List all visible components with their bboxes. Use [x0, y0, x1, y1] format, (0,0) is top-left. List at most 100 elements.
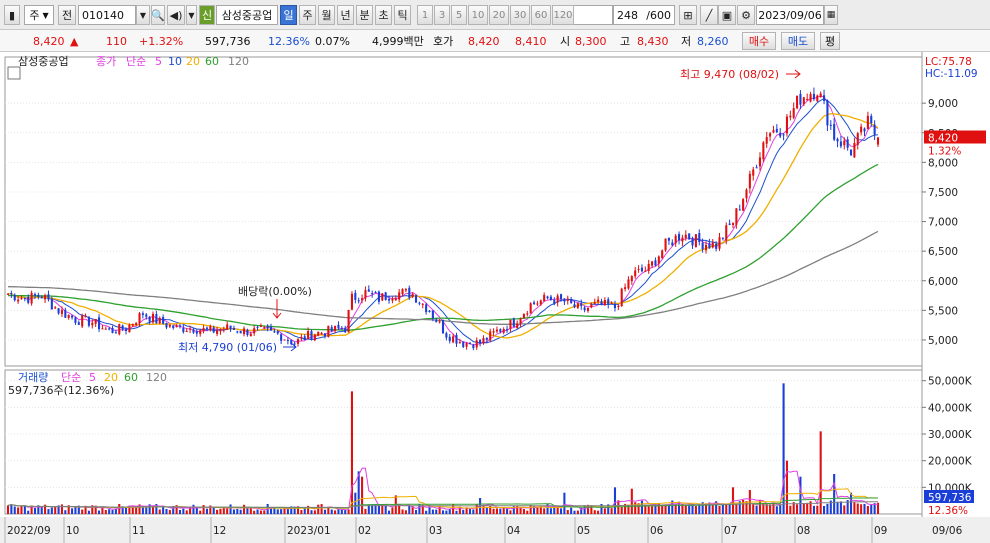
candle-body: [296, 339, 300, 344]
candle-body: [243, 328, 246, 335]
volume-bar: [135, 506, 138, 514]
interval-button-2[interactable]: 5: [451, 5, 467, 25]
candle-body: [849, 149, 853, 156]
interval-button-5[interactable]: 30: [510, 5, 530, 25]
interval-button-0[interactable]: 1: [417, 5, 433, 25]
buy-button[interactable]: 매수: [742, 32, 776, 50]
code-dropdown-icon[interactable]: ▼: [136, 5, 150, 25]
volume-bar: [37, 505, 40, 514]
volume-ma-line-120: [7, 501, 878, 508]
new-badge-button[interactable]: 신: [199, 5, 215, 25]
volume-bar: [307, 505, 310, 514]
sell-button[interactable]: 매도: [781, 32, 815, 50]
volume-bar: [172, 505, 175, 514]
volume-bar: [273, 508, 276, 514]
candle-body: [118, 324, 121, 335]
interval-button-1[interactable]: 3: [434, 5, 450, 25]
tab-period-1[interactable]: 주: [299, 5, 316, 25]
indicator-icon[interactable]: ⊞: [679, 5, 697, 25]
candle-body: [209, 326, 212, 331]
count-total: /600: [646, 8, 671, 22]
interval-custom-input[interactable]: [573, 5, 613, 25]
volume-bar: [50, 507, 53, 514]
volume-legend-period-120: 120: [146, 371, 167, 384]
market-type-select[interactable]: 주 ▼: [24, 5, 54, 25]
candle-body: [812, 93, 815, 100]
speaker-icon[interactable]: ◀): [167, 5, 185, 25]
candle-body: [253, 328, 256, 334]
save-icon[interactable]: ▣: [718, 5, 736, 25]
volume-bar: [752, 504, 755, 514]
tab-period-4[interactable]: 분: [356, 5, 373, 25]
candle-body: [172, 325, 175, 328]
candle-body: [779, 132, 782, 137]
change-pct: +1.32%: [139, 34, 184, 48]
volume-bar: [205, 508, 208, 514]
search-icon[interactable]: 🔍: [151, 5, 165, 25]
candle-body: [583, 307, 586, 311]
candle-body: [536, 303, 539, 305]
candle-body: [175, 325, 178, 328]
calendar-icon[interactable]: ▦: [824, 5, 838, 25]
volume-bar: [607, 504, 610, 514]
x-axis-label: 10: [66, 525, 79, 537]
volume-bar: [519, 507, 522, 514]
speaker-dropdown-icon[interactable]: ▼: [186, 5, 197, 25]
candle-body: [580, 303, 583, 306]
volume-bar: [802, 503, 805, 514]
low-arrow-icon: [283, 342, 297, 352]
tab-period-2[interactable]: 월: [318, 5, 335, 25]
candle-body: [630, 276, 633, 282]
candle-body: [330, 327, 333, 331]
candle-body: [226, 324, 229, 330]
prev-button[interactable]: 전: [58, 5, 76, 25]
candle-body: [468, 342, 472, 344]
candle-body: [145, 314, 148, 317]
candle-body: [839, 141, 842, 147]
date-field[interactable]: 2023/09/06: [756, 5, 824, 25]
volume-bar: [836, 501, 839, 514]
candle-body: [758, 157, 762, 167]
volume-bar: [6, 505, 10, 514]
tab-period-5[interactable]: 초: [375, 5, 392, 25]
volume-bar: [472, 509, 475, 514]
interval-button-6[interactable]: 60: [531, 5, 551, 25]
volume-bar: [718, 505, 721, 514]
candle-body: [634, 270, 637, 277]
gear-icon[interactable]: ⚙: [737, 5, 755, 25]
volume-bar: [108, 509, 111, 514]
tab-period-6[interactable]: 틱: [394, 5, 411, 25]
low-label: 저: [681, 35, 692, 48]
chart-settings-icon[interactable]: ▮: [4, 5, 20, 25]
candle-body: [691, 237, 694, 246]
volume-bar: [654, 504, 657, 514]
candle-body: [694, 234, 697, 247]
candle-body: [178, 325, 182, 327]
draw-line-icon[interactable]: ╱: [700, 5, 718, 25]
volume-bar: [54, 506, 57, 514]
volume-bar: [276, 509, 279, 514]
volume-bar: [263, 510, 266, 514]
candle-body: [33, 294, 37, 296]
interval-button-3[interactable]: 10: [468, 5, 488, 25]
volume-bar: [758, 499, 762, 514]
tab-period-0[interactable]: 일: [280, 5, 297, 25]
interval-button-7[interactable]: 120: [552, 5, 574, 25]
avg-button[interactable]: 평: [820, 32, 840, 50]
candle-body: [441, 320, 445, 334]
volume-legend-method: 단순: [61, 371, 81, 384]
volume-bar: [401, 509, 404, 514]
volume-bar: [229, 504, 232, 514]
stock-code-input[interactable]: 010140: [78, 5, 136, 25]
price-legend-period-20: 20: [186, 55, 200, 68]
volume-bar: [128, 505, 131, 514]
candle-body: [735, 208, 738, 225]
candle-body: [317, 331, 320, 336]
volume-bar: [216, 509, 219, 514]
count-field[interactable]: 248 /600: [613, 5, 675, 25]
tab-period-3[interactable]: 년: [337, 5, 354, 25]
volume-bar: [290, 506, 293, 514]
volume-bar: [398, 505, 401, 514]
volume-bar: [222, 506, 225, 514]
interval-button-4[interactable]: 20: [489, 5, 509, 25]
